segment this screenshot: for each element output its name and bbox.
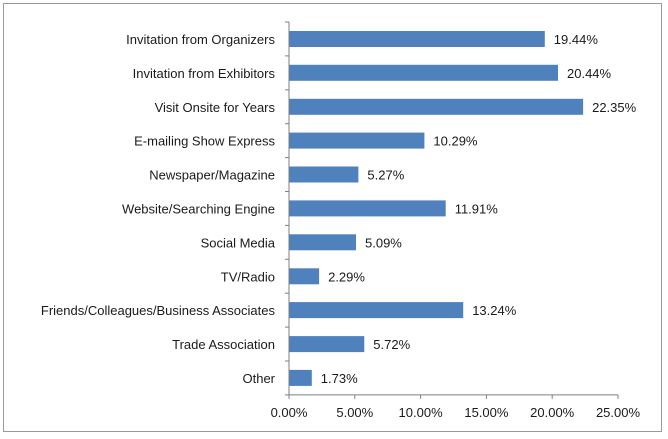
bar	[289, 336, 365, 353]
category-label: Visit Onsite for Years	[155, 100, 276, 115]
value-label: 20.44%	[567, 66, 612, 81]
category-label: Trade Association	[172, 337, 275, 352]
x-tick-label: 0.00%	[271, 405, 308, 420]
bar	[289, 64, 558, 81]
bar	[289, 166, 359, 183]
bar	[289, 200, 446, 217]
bar	[289, 132, 425, 149]
bar	[289, 31, 545, 47]
value-label: 5.09%	[365, 235, 402, 250]
bars-layer	[289, 31, 584, 386]
value-label: 22.35%	[592, 100, 637, 115]
x-tick-label: 25.00%	[596, 405, 641, 420]
value-label: 1.73%	[321, 371, 358, 386]
bar	[289, 302, 464, 319]
category-label: Invitation from Exhibitors	[133, 66, 276, 81]
x-tick-label: 5.00%	[336, 405, 373, 420]
bar	[289, 98, 584, 115]
category-labels: Invitation from Organizers Invitation fro…	[41, 32, 276, 386]
value-label: 19.44%	[554, 32, 599, 47]
category-label: Other	[242, 371, 275, 386]
x-tick-label: 15.00%	[464, 405, 509, 420]
category-label: E-mailing Show Express	[134, 134, 275, 149]
bar	[289, 369, 312, 386]
category-label: TV/Radio	[221, 269, 275, 284]
category-label: Social Media	[201, 235, 276, 250]
x-tick-labels: 0.00% 5.00% 10.00% 15.00% 20.00% 25.00%	[271, 405, 641, 420]
x-tick-label: 20.00%	[530, 405, 575, 420]
value-label: 5.72%	[373, 337, 410, 352]
category-label: Friends/Colleagues/Business Associates	[41, 303, 276, 318]
value-label: 2.29%	[328, 269, 365, 284]
bar	[289, 268, 320, 285]
value-label: 10.29%	[433, 134, 478, 149]
value-labels: 19.44% 20.44% 22.35% 10.29% 5.27% 11.91% 5.09%…	[321, 32, 637, 386]
category-label: Invitation from Organizers	[126, 32, 275, 47]
value-label: 5.27%	[367, 168, 404, 183]
category-label: Newspaper/Magazine	[149, 168, 275, 183]
value-label: 13.24%	[472, 303, 517, 318]
bar	[289, 234, 356, 251]
axes	[285, 21, 619, 399]
value-label: 11.91%	[455, 201, 499, 216]
x-tick-label: 10.00%	[399, 405, 444, 420]
category-label: Website/Searching Engine	[122, 201, 275, 216]
